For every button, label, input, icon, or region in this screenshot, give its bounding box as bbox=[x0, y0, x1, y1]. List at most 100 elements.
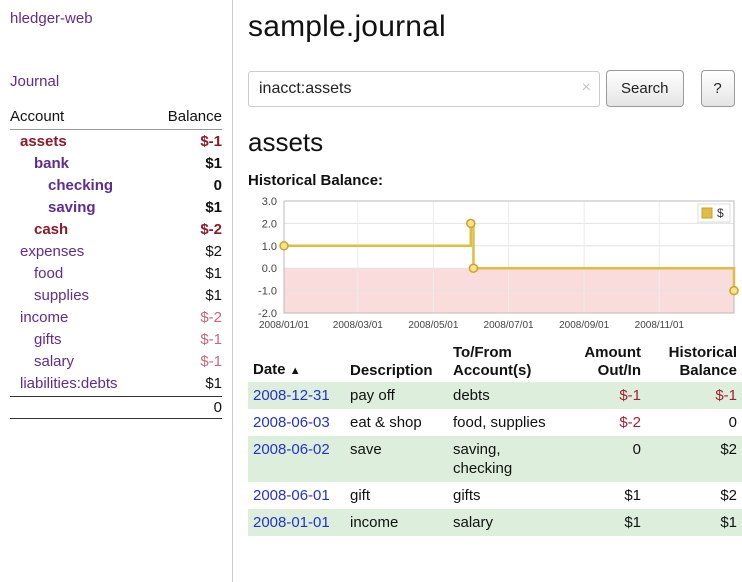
register-balance-cell: $2 bbox=[720, 441, 737, 458]
register-account-cell: saving, checking bbox=[453, 441, 513, 477]
account-balance: $1 bbox=[205, 198, 222, 216]
account-balance: $-1 bbox=[200, 132, 222, 150]
account-balance: $1 bbox=[205, 154, 222, 172]
accounts-header-account: Account bbox=[10, 108, 65, 125]
register-date-cell: 2008-06-03 bbox=[248, 409, 345, 436]
svg-text:2008/09/01: 2008/09/01 bbox=[559, 320, 609, 330]
search-input[interactable] bbox=[248, 70, 600, 107]
register-account-cell: gifts bbox=[453, 487, 481, 504]
svg-text:2008/01/01: 2008/01/01 bbox=[259, 320, 309, 330]
register-row: 2008-06-02 save saving, checking 0 $2 bbox=[248, 436, 742, 482]
account-link-liabilities-debts[interactable]: liabilities:debts bbox=[20, 374, 118, 392]
account-row: income $-2 bbox=[10, 306, 222, 328]
column-header-date[interactable]: Date ▲ bbox=[248, 342, 345, 382]
account-link-saving[interactable]: saving bbox=[48, 198, 96, 216]
register-balance-cell: $-1 bbox=[715, 387, 737, 404]
column-header-balance: Historical Balance bbox=[668, 344, 737, 379]
register-balance-cell: $1 bbox=[720, 514, 737, 531]
register-account-cell: food, supplies bbox=[453, 414, 546, 431]
account-balance: $-2 bbox=[200, 308, 222, 326]
app-brand-link[interactable]: hledger-web bbox=[10, 10, 93, 27]
register-description-cell: pay off bbox=[350, 387, 395, 404]
account-row: expenses $2 bbox=[10, 240, 222, 262]
account-link-gifts[interactable]: gifts bbox=[34, 330, 62, 348]
clear-search-icon[interactable]: × bbox=[581, 78, 591, 96]
account-link-cash[interactable]: cash bbox=[34, 220, 69, 238]
account-balance: $-1 bbox=[200, 330, 222, 348]
register-row: 2008-06-03 eat & shop food, supplies $-2… bbox=[248, 409, 742, 436]
date-link[interactable]: 2008-06-03 bbox=[253, 414, 330, 431]
register-balance-cell: $2 bbox=[720, 487, 737, 504]
search-button[interactable]: Search bbox=[606, 70, 684, 107]
register-header-row: Date ▲ Description To/From Account(s) Am… bbox=[248, 342, 742, 382]
page-title: sample.journal bbox=[248, 10, 446, 43]
register-amount-cell: $-2 bbox=[619, 414, 641, 431]
account-balance: $1 bbox=[205, 286, 222, 304]
date-link[interactable]: 2008-12-31 bbox=[253, 387, 330, 404]
register-date-cell: 2008-12-31 bbox=[248, 382, 345, 409]
svg-text:2008/03/01: 2008/03/01 bbox=[333, 320, 383, 330]
register-row: 2008-12-31 pay off debts $-1 $-1 bbox=[248, 382, 742, 409]
account-balance: $1 bbox=[205, 374, 222, 392]
account-link-salary[interactable]: salary bbox=[34, 352, 75, 370]
svg-text:-2.0: -2.0 bbox=[258, 308, 277, 320]
account-link-assets[interactable]: assets bbox=[20, 132, 67, 150]
account-link-supplies[interactable]: supplies bbox=[34, 286, 90, 304]
account-link-checking[interactable]: checking bbox=[48, 176, 114, 194]
accounts-header-balance: Balance bbox=[167, 108, 222, 125]
sidebar-journal-link[interactable]: Journal bbox=[10, 73, 60, 90]
date-link[interactable]: 2008-06-02 bbox=[253, 441, 330, 458]
register-amount-cell: 0 bbox=[632, 441, 641, 458]
account-row: salary $-1 bbox=[10, 350, 222, 372]
account-balance: $-1 bbox=[200, 352, 222, 370]
register-date-cell: 2008-06-02 bbox=[248, 436, 345, 482]
date-link[interactable]: 2008-06-01 bbox=[253, 487, 330, 504]
account-row: checking 0 bbox=[10, 174, 222, 196]
account-balance: 0 bbox=[213, 176, 222, 194]
help-button[interactable]: ? bbox=[700, 70, 735, 107]
sidebar: hledger-web Journal Account Balance asse… bbox=[0, 0, 233, 582]
accounts-total: 0 bbox=[10, 396, 222, 419]
account-row: saving $1 bbox=[10, 196, 222, 218]
register-balance-cell: 0 bbox=[728, 414, 737, 431]
account-link-income[interactable]: income bbox=[20, 308, 69, 326]
svg-text:2008/11/01: 2008/11/01 bbox=[635, 320, 685, 330]
account-balance: $2 bbox=[205, 242, 222, 260]
main-content: sample.journal × Search ? assets Histori… bbox=[233, 0, 742, 582]
account-row: bank $1 bbox=[10, 152, 222, 174]
register-date-cell: 2008-06-01 bbox=[248, 482, 345, 509]
svg-text:2008/07/01: 2008/07/01 bbox=[484, 320, 534, 330]
date-header-label: Date bbox=[253, 361, 286, 378]
account-row: cash $-2 bbox=[10, 218, 222, 240]
account-row: liabilities:debts $1 bbox=[10, 372, 222, 394]
svg-text:-1.0: -1.0 bbox=[258, 286, 277, 298]
register-amount-cell: $1 bbox=[624, 514, 641, 531]
column-header-account: To/From Account(s) bbox=[453, 344, 532, 379]
register-account-cell: debts bbox=[453, 387, 490, 404]
account-row: gifts $-1 bbox=[10, 328, 222, 350]
svg-text:$: $ bbox=[717, 206, 724, 220]
svg-text:1.0: 1.0 bbox=[262, 241, 277, 253]
account-link-expenses[interactable]: expenses bbox=[20, 242, 85, 260]
account-balance: $-2 bbox=[200, 220, 222, 238]
register-description-cell: gift bbox=[350, 487, 371, 504]
sort-ascending-icon: ▲ bbox=[289, 365, 301, 377]
register-description-cell: save bbox=[350, 441, 382, 458]
column-header-amount: Amount Out/In bbox=[584, 344, 641, 379]
account-link-bank[interactable]: bank bbox=[34, 154, 70, 172]
date-link[interactable]: 2008-01-01 bbox=[253, 514, 330, 531]
register-description-cell: income bbox=[350, 514, 399, 531]
register-amount-cell: $-1 bbox=[619, 387, 641, 404]
register-amount-cell: $1 bbox=[624, 487, 641, 504]
register-row: 2008-01-01 income salary $1 $1 bbox=[248, 509, 742, 536]
account-link-food[interactable]: food bbox=[34, 264, 64, 282]
chart-title: Historical Balance: bbox=[248, 172, 384, 189]
svg-text:2008/05/01: 2008/05/01 bbox=[408, 320, 458, 330]
register-row: 2008-06-01 gift gifts $1 $2 bbox=[248, 482, 742, 509]
accounts-table: Account Balance assets $-1 bank $1 check… bbox=[10, 108, 222, 419]
accounts-table-header: Account Balance bbox=[10, 108, 222, 130]
register-description-cell: eat & shop bbox=[350, 414, 422, 431]
register-table: Date ▲ Description To/From Account(s) Am… bbox=[248, 342, 742, 536]
column-header-description: Description bbox=[350, 362, 433, 379]
